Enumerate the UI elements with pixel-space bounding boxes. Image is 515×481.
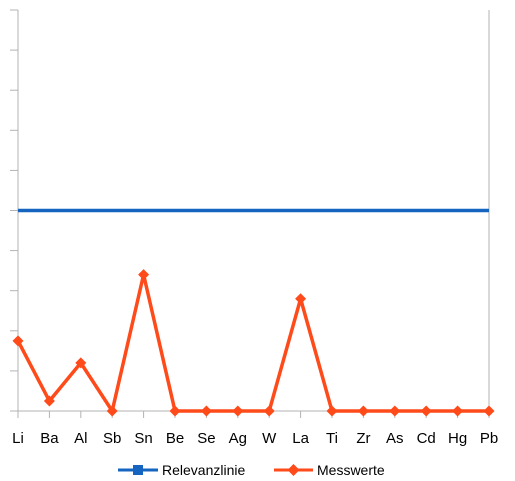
x-tick-label-w: W bbox=[262, 430, 277, 447]
data-point-ba bbox=[43, 395, 55, 407]
data-point-pb bbox=[483, 405, 495, 417]
data-point-sn bbox=[138, 269, 150, 281]
legend-item-relevanzlinie: Relevanzlinie bbox=[118, 462, 245, 478]
x-tick-label-sb: Sb bbox=[103, 430, 121, 447]
legend-item-messwerte: Messwerte bbox=[274, 462, 385, 478]
x-tick-label-ti: Ti bbox=[326, 430, 338, 447]
x-tick-label-pb: Pb bbox=[480, 430, 498, 447]
x-tick-label-zr: Zr bbox=[356, 430, 370, 447]
legend: Relevanzlinie Messwerte bbox=[118, 462, 385, 478]
data-point-ti bbox=[326, 405, 338, 417]
data-point-la bbox=[295, 293, 307, 305]
series-layer bbox=[12, 208, 495, 417]
legend-square-marker bbox=[133, 465, 143, 475]
series-line-messwerte bbox=[16, 272, 489, 413]
x-tick-label-be: Be bbox=[166, 430, 184, 447]
data-point-hg bbox=[452, 405, 464, 417]
x-tick-label-hg: Hg bbox=[448, 430, 467, 447]
data-point-li bbox=[12, 335, 24, 347]
data-point-al bbox=[75, 357, 87, 369]
x-tick-label-al: Al bbox=[74, 430, 87, 447]
x-tick-label-as: As bbox=[386, 430, 404, 447]
x-tick-label-ag: Ag bbox=[229, 430, 247, 447]
x-tick-labels: Li Ba Al Sb Sn Be Se Ag W La Ti Zr As Cd Hg Pb bbox=[12, 430, 498, 447]
axes bbox=[10, 9, 490, 418]
x-tick-label-la: La bbox=[292, 430, 309, 447]
data-point-cd bbox=[420, 405, 432, 417]
data-point-be bbox=[169, 405, 181, 417]
series-messwerte bbox=[12, 269, 495, 417]
data-point-zr bbox=[357, 405, 369, 417]
data-point-w bbox=[263, 405, 275, 417]
x-tick-label-cd: Cd bbox=[417, 430, 436, 447]
x-tick-label-sn: Sn bbox=[134, 430, 152, 447]
x-tick-label-se: Se bbox=[197, 430, 215, 447]
legend-diamond-marker bbox=[287, 464, 300, 476]
data-point-se bbox=[200, 405, 212, 417]
data-point-as bbox=[389, 405, 401, 417]
x-tick-label-li: Li bbox=[12, 430, 24, 447]
data-point-sb bbox=[106, 405, 118, 417]
data-point-ag bbox=[232, 405, 244, 417]
x-tick-label-ba: Ba bbox=[40, 430, 59, 447]
legend-label-messwerte: Messwerte bbox=[317, 462, 385, 478]
legend-label-relevanzlinie: Relevanzlinie bbox=[162, 462, 245, 478]
